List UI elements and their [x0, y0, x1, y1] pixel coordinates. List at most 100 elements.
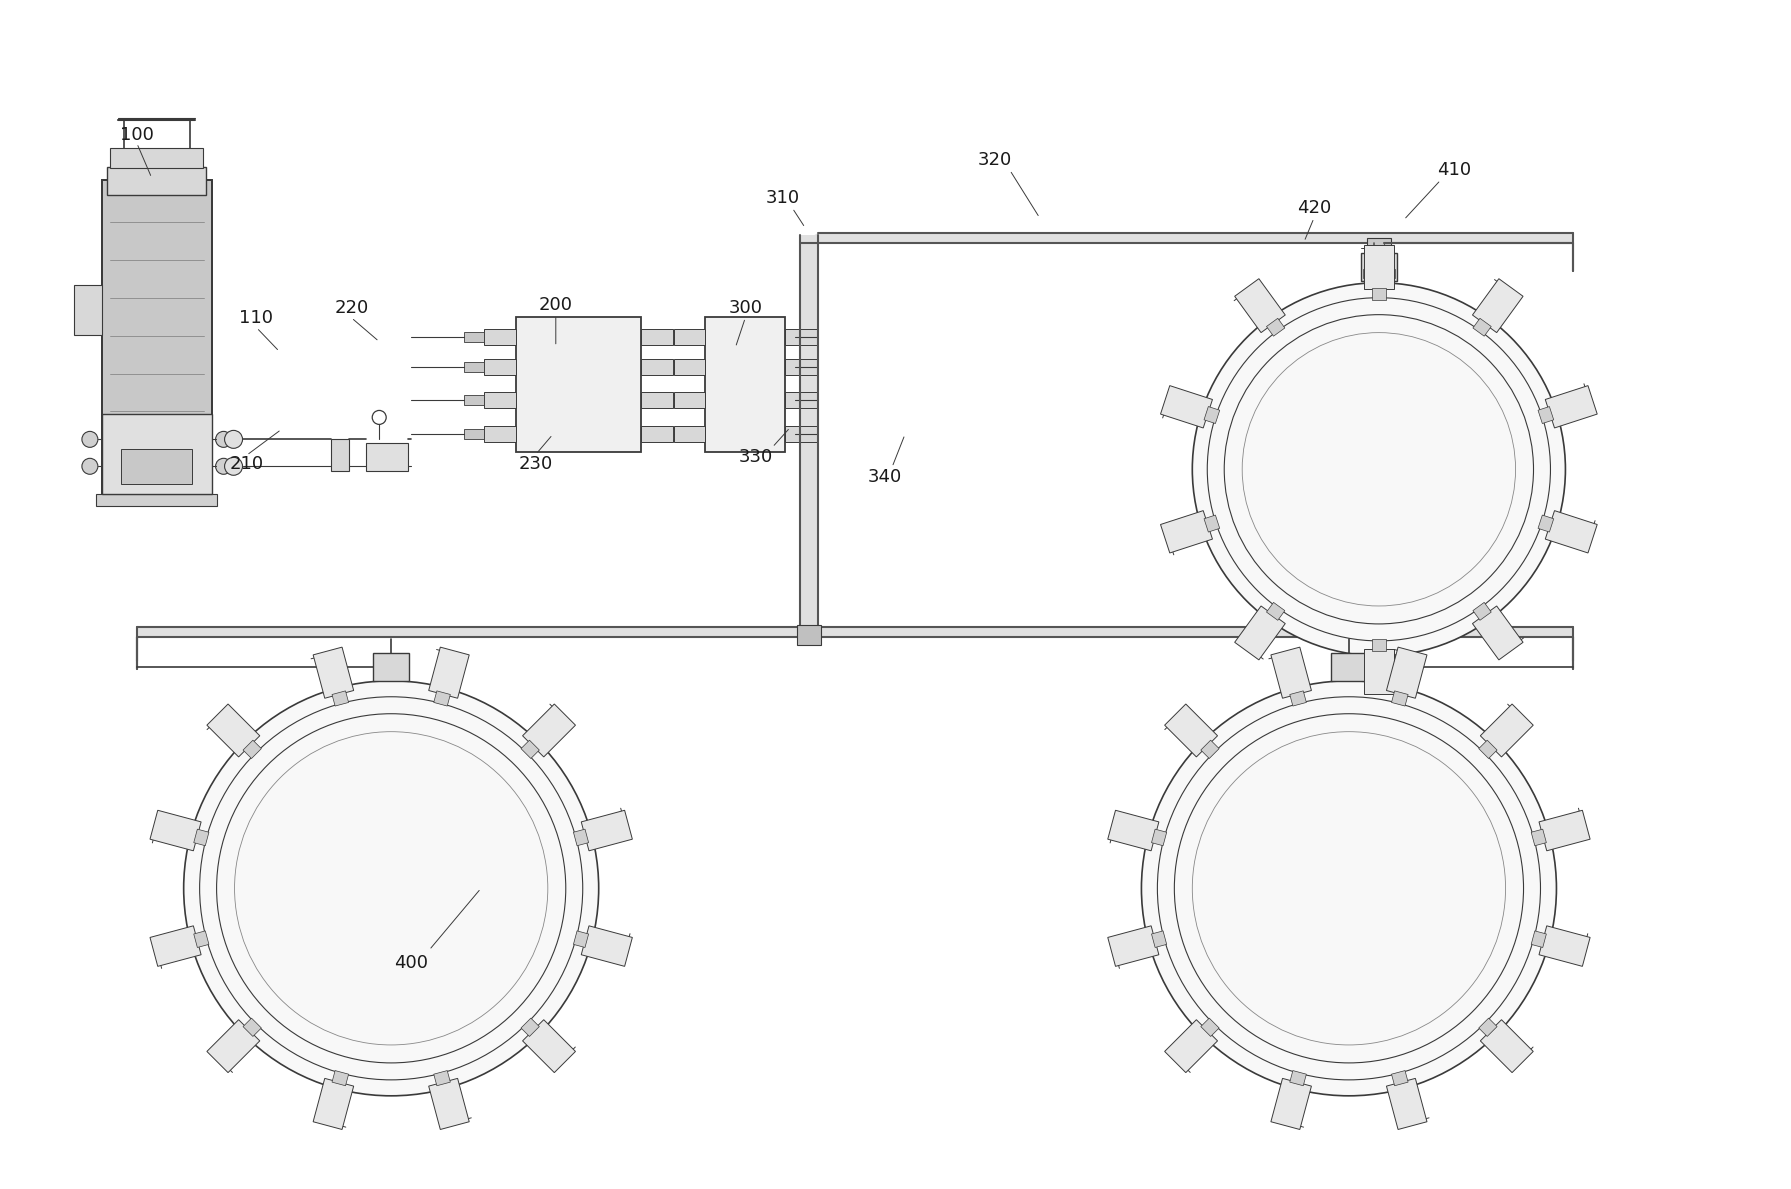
Polygon shape [1392, 1070, 1408, 1086]
Polygon shape [1234, 606, 1286, 660]
Bar [97, 495, 217, 507]
Polygon shape [1392, 691, 1408, 706]
Bar [706, 317, 784, 452]
Polygon shape [1204, 407, 1220, 423]
Bar [102, 180, 211, 495]
Bar [102, 180, 211, 495]
Text: 110: 110 [240, 309, 274, 327]
Polygon shape [136, 627, 1574, 637]
Bar [673, 361, 693, 372]
Bar [673, 359, 706, 375]
Polygon shape [1472, 603, 1492, 621]
Polygon shape [1386, 1078, 1427, 1130]
Polygon shape [1290, 1070, 1306, 1086]
Text: 220: 220 [335, 298, 369, 316]
Polygon shape [1234, 278, 1286, 333]
Polygon shape [433, 691, 450, 706]
Polygon shape [193, 931, 210, 948]
Text: 330: 330 [738, 448, 772, 466]
Bar [464, 332, 484, 342]
Polygon shape [313, 647, 353, 698]
Polygon shape [1266, 319, 1284, 336]
Polygon shape [523, 1020, 575, 1072]
Text: 320: 320 [978, 151, 1012, 169]
Polygon shape [1290, 691, 1306, 706]
Polygon shape [1372, 638, 1386, 650]
Polygon shape [521, 1018, 539, 1037]
Text: 230: 230 [519, 455, 553, 473]
Bar [784, 329, 817, 345]
Polygon shape [1164, 1020, 1218, 1072]
Bar [1331, 653, 1367, 681]
Polygon shape [1109, 810, 1159, 851]
Bar [673, 332, 693, 342]
Bar [1363, 269, 1375, 278]
Bar [373, 653, 408, 681]
Polygon shape [208, 704, 260, 757]
Circle shape [82, 432, 99, 447]
Bar [784, 359, 817, 375]
Polygon shape [1531, 931, 1546, 948]
Bar [102, 415, 211, 495]
Bar [641, 392, 673, 408]
Bar [464, 429, 484, 439]
Polygon shape [1472, 606, 1522, 660]
Polygon shape [1204, 515, 1220, 531]
Bar [464, 361, 484, 372]
Polygon shape [193, 829, 210, 845]
Polygon shape [1266, 603, 1284, 621]
Text: 300: 300 [729, 298, 763, 316]
Polygon shape [208, 1020, 260, 1072]
Polygon shape [1200, 741, 1220, 759]
Polygon shape [433, 1070, 450, 1086]
Bar [673, 429, 693, 439]
Polygon shape [1164, 704, 1218, 757]
Polygon shape [1372, 288, 1386, 300]
Polygon shape [521, 741, 539, 759]
Bar [797, 625, 822, 644]
Polygon shape [1538, 926, 1590, 967]
Polygon shape [428, 1078, 469, 1130]
Polygon shape [150, 810, 201, 851]
Polygon shape [1472, 278, 1522, 333]
Circle shape [215, 458, 231, 474]
Polygon shape [1546, 385, 1598, 428]
Polygon shape [331, 1070, 349, 1086]
Polygon shape [1152, 829, 1166, 845]
Polygon shape [1200, 1018, 1220, 1037]
Polygon shape [1546, 510, 1598, 553]
Text: 400: 400 [394, 954, 428, 973]
Circle shape [1141, 681, 1556, 1096]
Bar [516, 317, 641, 452]
Text: 200: 200 [539, 296, 573, 314]
Bar [464, 395, 484, 405]
Polygon shape [1538, 515, 1555, 531]
Bar [331, 440, 349, 471]
Bar [484, 329, 516, 345]
Circle shape [224, 430, 242, 448]
Polygon shape [1152, 931, 1166, 948]
Circle shape [184, 681, 598, 1096]
Circle shape [1193, 283, 1565, 656]
Bar [484, 426, 516, 442]
Bar [641, 329, 673, 345]
Bar [1383, 269, 1395, 278]
Bar [641, 359, 673, 375]
Bar [1361, 253, 1397, 281]
Text: 420: 420 [1297, 199, 1331, 216]
Polygon shape [1479, 1018, 1497, 1037]
Polygon shape [801, 235, 818, 644]
Bar [1367, 238, 1392, 253]
Bar [365, 443, 408, 471]
Polygon shape [244, 1018, 261, 1037]
Polygon shape [582, 926, 632, 967]
Bar [73, 284, 102, 334]
Text: 100: 100 [120, 126, 154, 144]
Polygon shape [313, 1078, 353, 1130]
Polygon shape [1386, 647, 1427, 698]
Bar [641, 426, 673, 442]
Polygon shape [150, 926, 201, 967]
Polygon shape [582, 810, 632, 851]
Text: 210: 210 [229, 455, 263, 473]
Polygon shape [331, 691, 349, 706]
